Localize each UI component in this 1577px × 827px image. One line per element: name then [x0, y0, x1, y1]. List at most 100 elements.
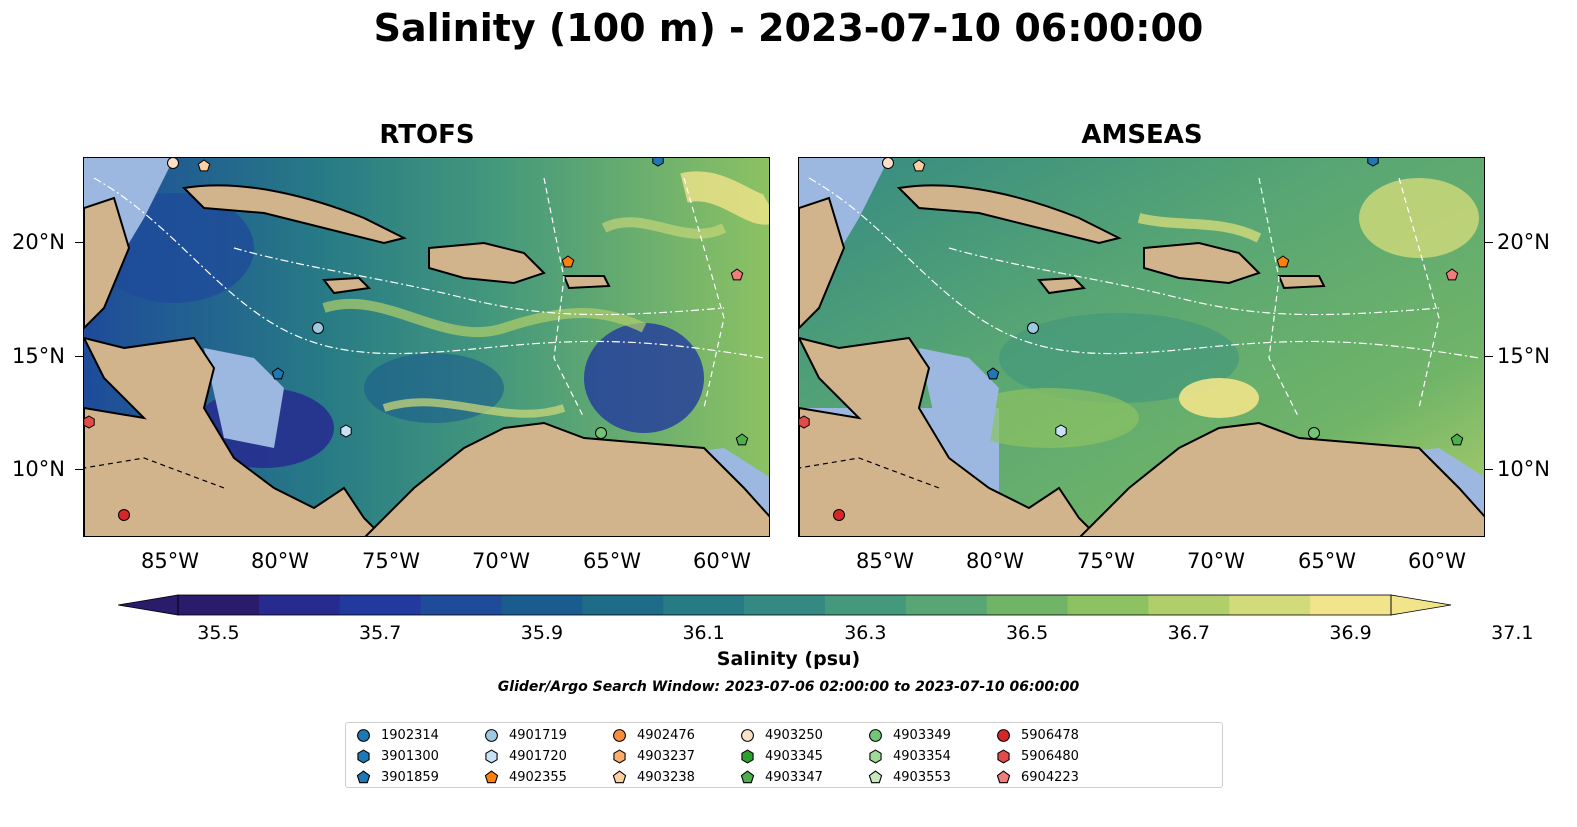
lat-label-20n-left: 20°N	[12, 230, 65, 254]
pentagon-marker-icon	[612, 769, 627, 783]
colorbar-tick-label: 37.1	[1491, 622, 1534, 644]
float-marker	[912, 159, 926, 172]
legend-item: 4903347	[740, 768, 823, 786]
float-marker	[1367, 158, 1379, 167]
legend-label: 5906480	[1021, 748, 1079, 764]
lat-tick	[1485, 242, 1493, 243]
legend-label: 4903349	[893, 727, 951, 743]
pentagon-marker-icon	[996, 769, 1011, 783]
legend-item: 4903238	[612, 768, 695, 786]
hexagon-marker-icon	[869, 748, 882, 764]
float-marker	[84, 415, 95, 429]
pentagon-marker-icon	[356, 769, 371, 783]
figure-title: Salinity (100 m) - 2023-07-10 06:00:00	[373, 6, 1204, 50]
legend-item: 4903345	[740, 747, 823, 765]
colorbar-max-extend	[1390, 594, 1452, 616]
legend-label: 4903238	[637, 769, 695, 785]
colorbar-min-extend	[118, 594, 179, 616]
legend-label: 4903250	[765, 727, 823, 743]
float-marker	[561, 255, 575, 268]
float-marker	[735, 433, 749, 446]
colorbar-segment	[501, 595, 583, 615]
pentagon-marker-icon	[740, 769, 755, 783]
legend-item: 4903237	[612, 747, 695, 765]
legend-label: 6904223	[1021, 769, 1079, 785]
hexagon-marker-icon	[997, 748, 1010, 764]
float-legend: 1902314 3901300 3901859 4901719 4901720 49023…	[345, 722, 1223, 788]
rtofs-map[interactable]	[83, 157, 770, 537]
float-marker	[799, 415, 810, 429]
hexagon-marker-icon	[741, 748, 754, 764]
colorbar-tick-label: 35.5	[197, 622, 240, 644]
lon-label-75w: 75°W	[1077, 549, 1135, 573]
legend-item: 6904223	[996, 768, 1079, 786]
colorbar-segments	[178, 595, 1392, 615]
lon-label-75w: 75°W	[362, 549, 420, 573]
float-marker	[986, 367, 1000, 380]
float-marker	[1445, 268, 1459, 281]
pentagon-marker-icon	[868, 769, 883, 783]
colorbar-tick-label: 36.5	[1005, 622, 1049, 644]
rtofs-salinity-field	[84, 158, 769, 536]
amseas-map[interactable]	[798, 157, 1485, 537]
panel-title-rtofs: RTOFS	[379, 120, 475, 150]
legend-item: 3901300	[356, 747, 439, 765]
amseas-salinity-field	[799, 158, 1484, 536]
lat-label-15n-right: 15°N	[1497, 344, 1550, 368]
colorbar-segment	[582, 595, 664, 615]
legend-label: 3901300	[381, 748, 439, 764]
lon-label-80w: 80°W	[251, 549, 309, 573]
search-window-text: Glider/Argo Search Window: 2023-07-06 02…	[497, 679, 1080, 695]
pentagon-marker-icon	[484, 769, 499, 783]
colorbar-segment	[1310, 595, 1392, 615]
panel-title-amseas: AMSEAS	[1081, 120, 1203, 150]
circle-marker-icon	[741, 728, 754, 742]
circle-marker-icon	[997, 728, 1010, 742]
lat-tick	[75, 242, 83, 243]
lat-label-15n-left: 15°N	[12, 344, 65, 368]
legend-label: 4903553	[893, 769, 951, 785]
colorbar-tick-label: 36.7	[1167, 622, 1210, 644]
lon-label-70w: 70°W	[1187, 549, 1245, 573]
legend-label: 4903354	[893, 748, 951, 764]
legend-item: 4903354	[868, 747, 951, 765]
colorbar-frame	[177, 594, 1392, 616]
legend-label: 4901720	[509, 748, 567, 764]
colorbar-tick-label: 35.7	[359, 622, 402, 644]
legend-item: 5906480	[996, 747, 1079, 765]
legend-item: 4901719	[484, 726, 567, 744]
hexagon-marker-icon	[613, 748, 626, 764]
legend-item: 4902476	[612, 726, 695, 744]
lon-label-65w: 65°W	[1298, 549, 1356, 573]
legend-item: 4901720	[484, 747, 567, 765]
lon-label-80w: 80°W	[966, 549, 1024, 573]
colorbar-segment	[1148, 595, 1230, 615]
circle-marker-icon	[357, 728, 370, 742]
legend-label: 3901859	[381, 769, 439, 785]
lat-label-20n-right: 20°N	[1497, 230, 1550, 254]
float-marker	[882, 158, 894, 169]
legend-label: 4901719	[509, 727, 567, 743]
colorbar-tick-label: 36.9	[1329, 622, 1372, 644]
colorbar-label: Salinity (psu)	[716, 648, 861, 670]
legend-item: 4903250	[740, 726, 823, 744]
colorbar-tick-label: 36.1	[682, 622, 725, 644]
colorbar-segment	[744, 595, 826, 615]
lat-tick	[1485, 469, 1493, 470]
legend-item: 5906478	[996, 726, 1079, 744]
float-marker	[312, 322, 324, 334]
hexagon-marker-icon	[357, 748, 370, 764]
legend-item: 4903349	[868, 726, 951, 744]
float-marker	[271, 367, 285, 380]
legend-item: 1902314	[356, 726, 439, 744]
colorbar-segment	[339, 595, 422, 615]
circle-marker-icon	[613, 728, 626, 742]
lat-label-10n-left: 10°N	[12, 457, 65, 481]
legend-item: 3901859	[356, 768, 439, 786]
colorbar-segment	[258, 595, 341, 615]
colorbar-tick-label: 36.3	[844, 622, 887, 644]
float-marker	[1308, 427, 1320, 439]
lat-label-10n-right: 10°N	[1497, 457, 1550, 481]
colorbar-segment	[824, 595, 907, 615]
legend-label: 4903345	[765, 748, 823, 764]
